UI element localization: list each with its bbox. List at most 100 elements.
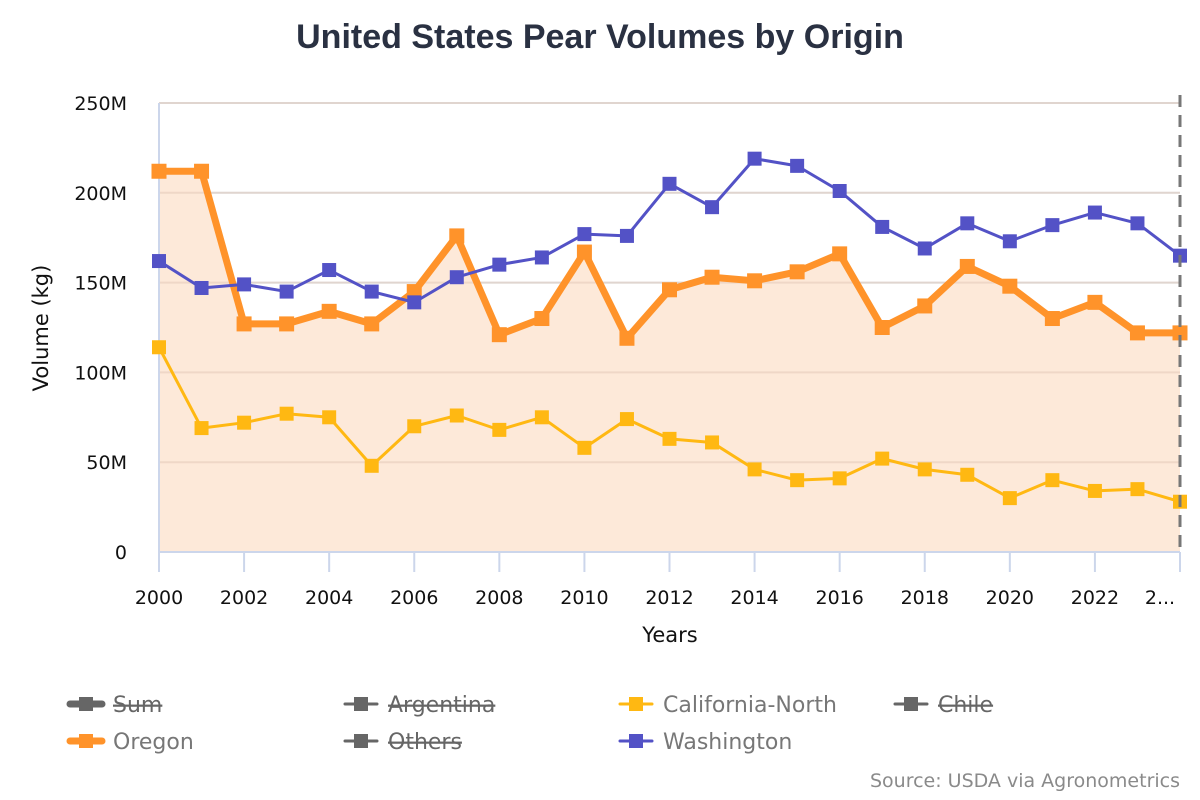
x-axis-label: Years	[641, 623, 697, 647]
data-point[interactable]	[279, 284, 294, 299]
data-point[interactable]	[619, 228, 634, 243]
y-axis-label: Volume (kg)	[29, 265, 53, 392]
data-point[interactable]	[194, 280, 209, 295]
data-point[interactable]	[832, 184, 847, 199]
source-credit: Source: USDA via Agronometrics	[870, 770, 1180, 792]
data-point[interactable]	[152, 254, 166, 269]
y-tick-label: 200M	[74, 183, 127, 205]
data-point[interactable]	[194, 163, 210, 179]
x-axis-ticks: 2000 2002 2004 2006 2008 2010 2012 2014 2016 2018…	[135, 552, 1181, 609]
data-point[interactable]	[790, 473, 805, 488]
data-point[interactable]	[236, 316, 252, 332]
data-point[interactable]	[619, 412, 634, 427]
data-point[interactable]	[662, 282, 677, 298]
chart-title: United States Pear Volumes by Origin	[296, 18, 904, 56]
data-point[interactable]	[321, 303, 337, 319]
legend-marker-icon	[79, 697, 93, 711]
data-point[interactable]	[959, 258, 975, 274]
data-point[interactable]	[1044, 311, 1060, 327]
legend-item-sum[interactable]: Sum	[66, 693, 162, 718]
legend: Sum Argentina California-North Chile Oregon O…	[66, 693, 993, 755]
data-point[interactable]	[747, 273, 763, 289]
data-point[interactable]	[1045, 473, 1060, 488]
legend-item-california-north[interactable]: California-North	[618, 693, 837, 718]
legend-item-washington[interactable]: Washington	[618, 730, 792, 755]
data-point[interactable]	[705, 200, 720, 215]
y-axis-ticks: 0 50M 100M 150M 200M 250M	[74, 93, 127, 564]
data-point[interactable]	[491, 327, 507, 343]
legend-marker-icon	[79, 734, 93, 748]
legend-item-others[interactable]: Others	[343, 730, 462, 755]
legend-label: Sum	[113, 693, 162, 718]
data-point[interactable]	[790, 158, 805, 173]
y-tick-label: 250M	[74, 93, 127, 115]
data-point[interactable]	[492, 257, 507, 272]
data-point[interactable]	[747, 462, 762, 477]
data-point[interactable]	[662, 176, 677, 191]
data-point[interactable]	[1002, 278, 1018, 294]
data-point[interactable]	[194, 421, 209, 436]
data-point[interactable]	[576, 244, 592, 260]
data-point[interactable]	[1002, 234, 1017, 249]
data-point[interactable]	[874, 320, 890, 335]
data-point[interactable]	[1087, 483, 1102, 498]
data-point[interactable]	[832, 246, 848, 262]
data-point[interactable]	[1130, 482, 1145, 497]
data-point[interactable]	[1087, 294, 1103, 310]
data-point[interactable]	[406, 284, 422, 300]
data-point[interactable]	[917, 241, 932, 256]
data-point[interactable]	[407, 419, 422, 434]
data-point[interactable]	[577, 227, 592, 242]
x-tick-label: 2006	[390, 587, 438, 609]
data-point[interactable]	[704, 269, 720, 285]
data-point[interactable]	[789, 264, 805, 280]
data-point[interactable]	[151, 163, 167, 179]
data-point[interactable]	[875, 219, 890, 234]
data-point[interactable]	[1045, 218, 1060, 233]
data-point[interactable]	[832, 471, 847, 486]
legend-item-oregon[interactable]: Oregon	[66, 730, 194, 755]
data-point[interactable]	[279, 406, 294, 421]
data-point[interactable]	[960, 467, 975, 482]
data-point[interactable]	[1002, 491, 1017, 506]
data-point[interactable]	[960, 216, 975, 231]
data-point[interactable]	[364, 458, 379, 473]
data-point[interactable]	[1130, 216, 1145, 231]
data-point[interactable]	[705, 435, 720, 450]
y-tick-label: 100M	[74, 362, 127, 384]
data-point[interactable]	[449, 228, 465, 244]
data-point[interactable]	[534, 410, 549, 425]
x-tick-label: 2014	[730, 587, 778, 609]
y-tick-label: 50M	[86, 452, 127, 474]
data-point[interactable]	[237, 415, 252, 430]
data-point[interactable]	[1172, 325, 1188, 341]
data-point[interactable]	[237, 277, 252, 292]
data-point[interactable]	[1087, 205, 1102, 220]
legend-item-chile[interactable]: Chile	[893, 693, 993, 718]
data-point[interactable]	[279, 316, 295, 332]
data-point[interactable]	[917, 298, 933, 314]
data-point[interactable]	[534, 250, 549, 265]
data-point[interactable]	[152, 340, 166, 355]
data-point[interactable]	[875, 451, 890, 466]
data-point[interactable]	[407, 295, 422, 310]
legend-marker-icon	[354, 734, 368, 748]
data-point[interactable]	[917, 462, 932, 477]
data-point[interactable]	[322, 263, 337, 278]
data-point[interactable]	[364, 284, 379, 299]
data-point[interactable]	[322, 410, 337, 425]
data-point[interactable]	[1129, 325, 1145, 341]
data-point[interactable]	[364, 316, 380, 332]
data-point[interactable]	[662, 431, 677, 446]
data-point[interactable]	[747, 151, 762, 166]
x-tick-label: 2018	[901, 587, 949, 609]
data-point[interactable]	[492, 422, 507, 437]
data-point[interactable]	[449, 408, 464, 423]
data-point[interactable]	[577, 440, 592, 455]
data-point[interactable]	[619, 330, 635, 346]
data-point[interactable]	[534, 311, 550, 327]
legend-item-argentina[interactable]: Argentina	[343, 693, 495, 718]
y-tick-label: 150M	[74, 273, 127, 295]
data-point[interactable]	[449, 270, 464, 285]
series-layer	[151, 151, 1188, 509]
